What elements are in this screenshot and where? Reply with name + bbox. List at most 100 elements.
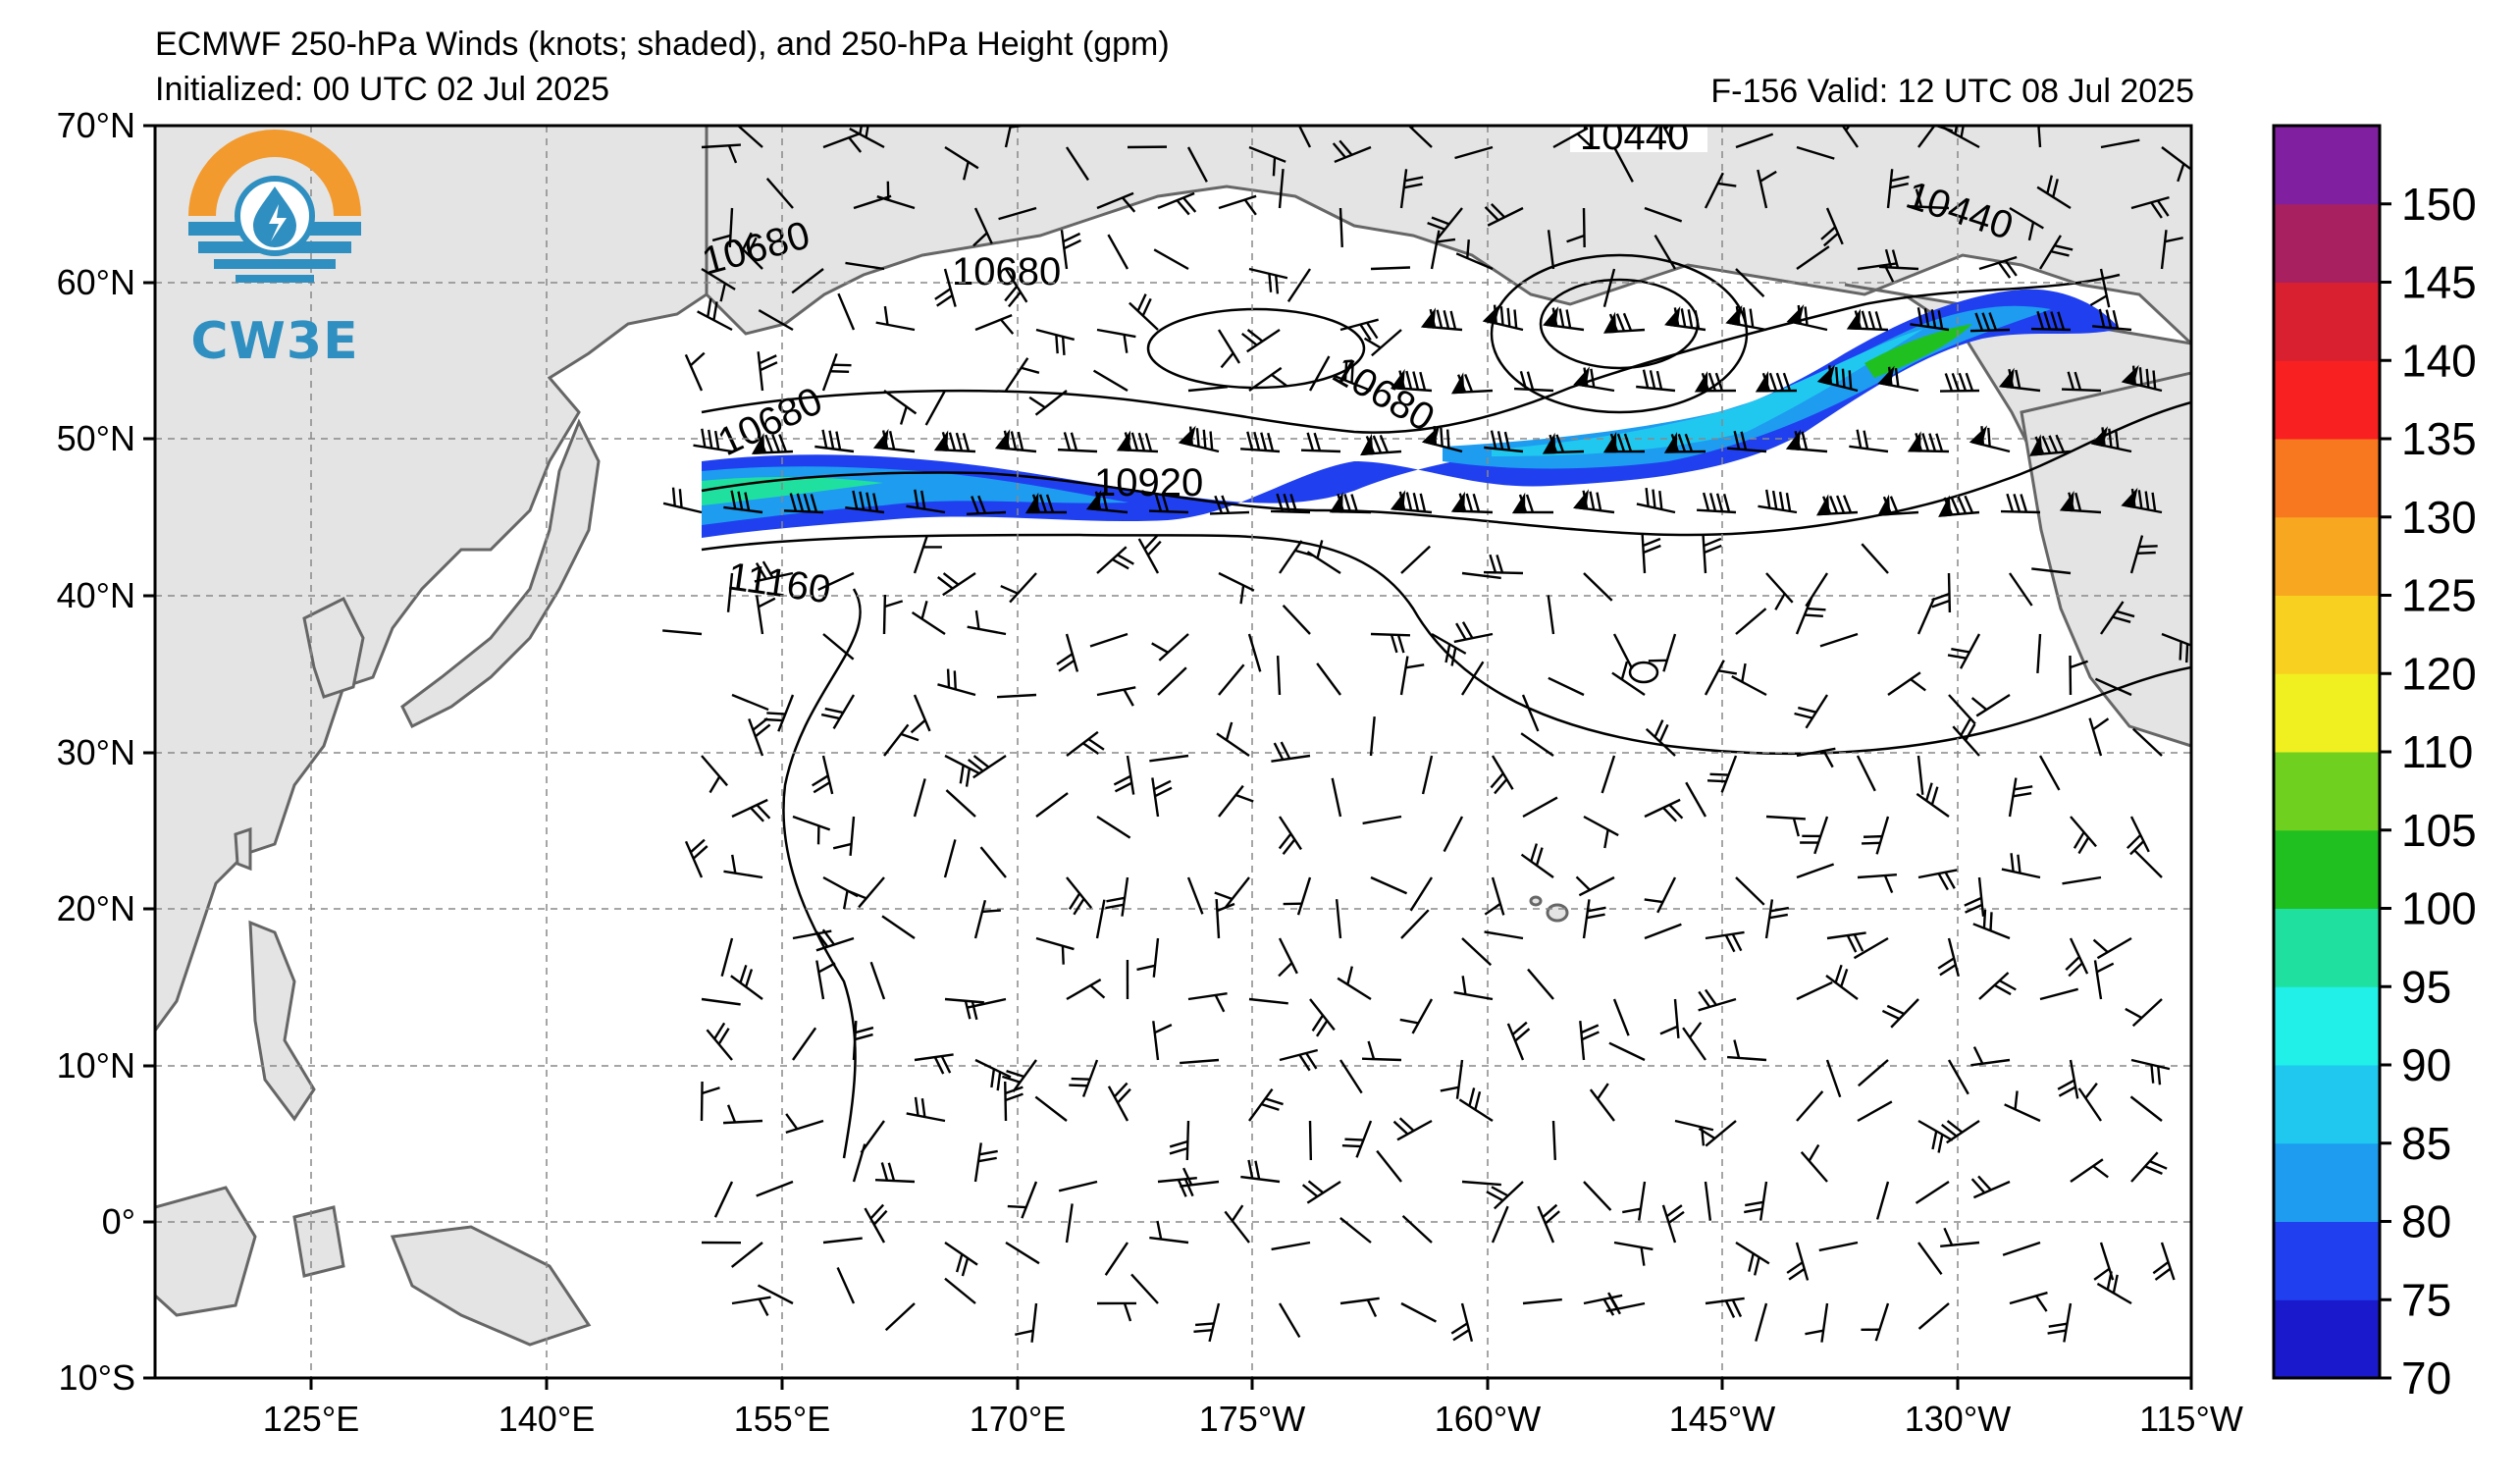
wind-barb: [1794, 694, 1829, 729]
wind-barb: [2029, 434, 2072, 456]
wind-barb: [1551, 1120, 1557, 1161]
wind-barb: [1972, 909, 2011, 940]
wind-barb: [1401, 1214, 1433, 1244]
wind-barb: [1755, 1302, 1768, 1342]
gridlines: [155, 126, 2191, 1378]
wind-barb: [1685, 781, 1707, 818]
wind-barb: [2161, 632, 2191, 663]
wind-barb: [1007, 1181, 1038, 1219]
wind-barb: [1461, 937, 1493, 967]
wind-barb: [1271, 1241, 1311, 1251]
wind-barb: [1248, 366, 1287, 392]
lat-label: 10°S: [59, 1357, 135, 1398]
wind-barb: [1970, 1046, 2011, 1067]
wind-barb: [1282, 605, 1311, 635]
wind-barb: [1460, 661, 1485, 696]
wind-barb: [1089, 632, 1129, 648]
wind-barb: [1484, 930, 1524, 940]
wind-barb: [1337, 966, 1372, 1001]
wind-barb: [757, 351, 778, 392]
wind-barb: [1878, 248, 1919, 271]
wind-barb: [2030, 310, 2072, 332]
wind-barb: [1339, 1059, 1363, 1094]
wind-barb: [1309, 998, 1336, 1037]
wind-barb: [2070, 1158, 2109, 1183]
wind-barb: [1612, 633, 1634, 670]
wind-barb: [2031, 567, 2072, 575]
wind-barb: [1339, 207, 1343, 248]
wind-barb: [837, 292, 856, 331]
wind-barb: [937, 572, 976, 597]
wind-barb: [2100, 138, 2140, 149]
wind-barb: [2121, 487, 2163, 514]
wind-barb: [1645, 719, 1676, 757]
wind-barb: [1706, 755, 1738, 793]
wind-barb: [731, 693, 769, 712]
lon-label: 115°W: [2139, 1399, 2243, 1439]
wind-barb: [1214, 876, 1250, 910]
wind-barb: [720, 937, 734, 977]
wind-barb: [697, 298, 733, 332]
wind-barb: [1399, 656, 1425, 696]
wind-barb: [817, 571, 855, 591]
wind-barb: [1286, 268, 1311, 302]
wind-barb: [845, 261, 885, 271]
wind-barb: [1765, 572, 1794, 610]
wind-barb: [711, 207, 734, 248]
wind-barb: [1796, 245, 1830, 270]
wind-barb: [1430, 230, 1456, 270]
wind-barb: [1400, 909, 1430, 939]
wind-barb: [1602, 268, 1616, 308]
wind-barb: [1369, 716, 1376, 757]
wind-barb: [1450, 491, 1494, 514]
wind-barb: [1443, 816, 1464, 853]
wind-barb: [723, 490, 763, 514]
wind-barb: [1857, 873, 1897, 894]
wind-barb: [1537, 1203, 1560, 1244]
wind-barb: [1004, 268, 1028, 308]
wind-barb: [1409, 876, 1434, 912]
wind-barb: [1916, 597, 1936, 635]
wind-barb: [701, 997, 741, 1006]
wind-barb: [1547, 230, 1555, 270]
wind-barb: [1248, 145, 1286, 177]
wind-barb: [1786, 303, 1828, 332]
wind-barb: [1283, 876, 1312, 916]
wind-barb: [1056, 633, 1079, 672]
wind-barb: [1137, 534, 1162, 574]
wind-barb: [882, 594, 904, 635]
wind-barb: [822, 633, 855, 661]
wind-barb: [1654, 235, 1677, 270]
wind-barb: [1060, 230, 1081, 270]
wind-barb: [1136, 937, 1160, 978]
colorbar-swatch: [2274, 829, 2380, 909]
wind-barb: [911, 600, 946, 636]
wind-barb: [1522, 796, 1558, 819]
wind-barb: [1363, 329, 1402, 357]
wind-barb: [792, 1027, 817, 1061]
wind-barb: [1917, 869, 1958, 891]
wind-barb: [1427, 207, 1463, 239]
wind-barb: [967, 997, 1007, 1009]
wind-barb: [1698, 1120, 1737, 1147]
wind-barb: [1612, 146, 1634, 183]
wind-barb: [1725, 304, 1767, 332]
wind-barb: [1858, 1059, 1889, 1087]
wind-barb: [1000, 572, 1037, 604]
wind-barb: [875, 305, 916, 332]
wind-barb: [1939, 372, 1980, 393]
lat-label: 30°N: [57, 732, 135, 772]
wind-barb: [1727, 430, 1767, 453]
wind-barb: [1334, 361, 1372, 393]
wind-barb: [1861, 1302, 1890, 1342]
wind-barb: [1641, 533, 1661, 574]
wind-barb: [751, 433, 794, 454]
wind-barb: [1005, 357, 1040, 392]
wind-barb: [821, 352, 852, 392]
wind-barb: [1940, 1227, 1980, 1247]
colorbar-label: 150: [2401, 179, 2477, 230]
wind-barb: [701, 267, 736, 302]
wind-barb: [1066, 979, 1106, 1001]
wind-barb: [1698, 988, 1737, 1012]
colorbar: 70 75 80 85 90 95 100 105 110 120 125 130 135 140 145 1…: [2272, 124, 2477, 1404]
